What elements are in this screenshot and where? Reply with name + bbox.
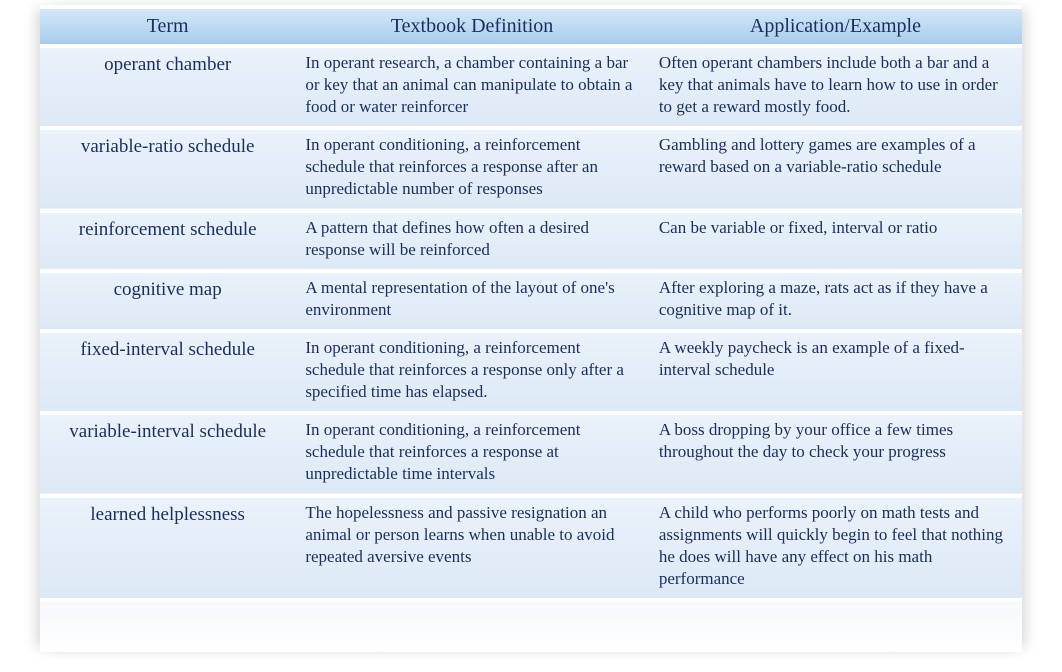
definition-cell: The hopelessness and passive resignation… [295,498,649,598]
table-row: cognitive map A mental representation of… [40,273,1022,329]
table-row: learned helplessness The hopelessness an… [40,498,1022,598]
table-row: fixed-interval schedule In operant condi… [40,333,1022,411]
vocabulary-table: Term Textbook Definition Application/Exa… [40,5,1022,602]
table-row: variable-interval schedule In operant co… [40,415,1022,493]
term-cell: operant chamber [40,48,295,126]
definition-cell: In operant conditioning, a reinforcement… [295,415,649,493]
term-cell: reinforcement schedule [40,213,295,269]
term-cell: variable-ratio schedule [40,130,295,208]
table-row: operant chamber In operant research, a c… [40,48,1022,126]
application-cell: A boss dropping by your office a few tim… [649,415,1022,493]
header-definition: Textbook Definition [295,9,649,44]
application-cell: Can be variable or fixed, interval or ra… [649,213,1022,269]
definition-cell: In operant conditioning, a reinforcement… [295,130,649,208]
term-cell: learned helplessness [40,498,295,598]
definition-cell: In operant research, a chamber containin… [295,48,649,126]
definition-cell: In operant conditioning, a reinforcement… [295,333,649,411]
header-application: Application/Example [649,9,1022,44]
application-cell: After exploring a maze, rats act as if t… [649,273,1022,329]
application-cell: A child who performs poorly on math test… [649,498,1022,598]
table-header-row: Term Textbook Definition Application/Exa… [40,9,1022,44]
table-row: reinforcement schedule A pattern that de… [40,213,1022,269]
definition-cell: A mental representation of the layout of… [295,273,649,329]
application-cell: Gambling and lottery games are examples … [649,130,1022,208]
term-cell: variable-interval schedule [40,415,295,493]
table-footer-space [40,602,1022,652]
definition-cell: A pattern that defines how often a desir… [295,213,649,269]
table-row: variable-ratio schedule In operant condi… [40,130,1022,208]
application-cell: Often operant chambers include both a ba… [649,48,1022,126]
vocabulary-table-container: Term Textbook Definition Application/Exa… [40,5,1022,652]
header-term: Term [40,9,295,44]
term-cell: fixed-interval schedule [40,333,295,411]
table-body: operant chamber In operant research, a c… [40,48,1022,598]
application-cell: A weekly paycheck is an example of a fix… [649,333,1022,411]
term-cell: cognitive map [40,273,295,329]
